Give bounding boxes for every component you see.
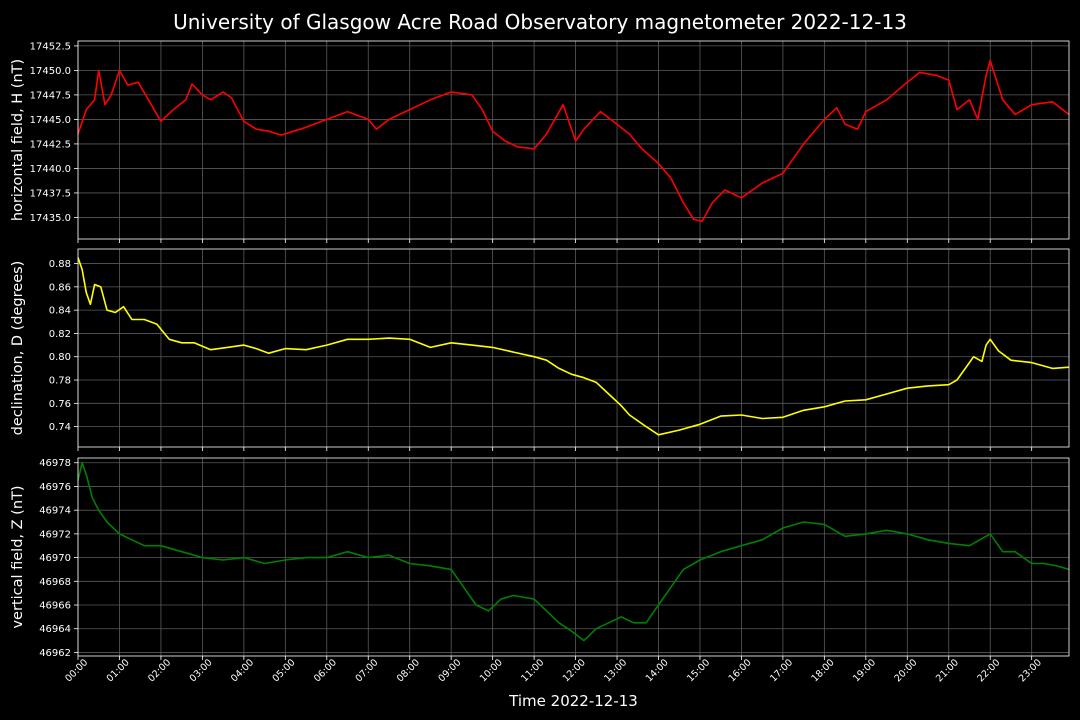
axes-frame <box>77 248 1070 448</box>
y-tick-label: 46962 <box>39 648 71 659</box>
d-panel: 0.74 0.76 0.78 0.80 0.82 0.84 0.86 0.88 declinat… <box>10 248 1070 451</box>
x-tick-label: 16:00 <box>727 657 754 684</box>
y-tick-label: 17437.5 <box>30 188 71 199</box>
y-tick-label: 0.74 <box>49 422 71 433</box>
x-tick-label: 06:00 <box>312 657 339 684</box>
x-tick-label: 11:00 <box>519 657 546 684</box>
y-tick-label: 17442.5 <box>30 139 71 150</box>
x-tick-label: 10:00 <box>478 657 505 684</box>
y-tick-label: 46974 <box>39 506 71 517</box>
x-tick-label: 17:00 <box>768 657 795 684</box>
x-tick-label: 23:00 <box>1017 657 1044 684</box>
x-tick-label: 15:00 <box>685 657 712 684</box>
axes-frame <box>77 40 1070 240</box>
y-axis-label: horizontal field, H (nT) <box>10 59 26 221</box>
x-tick-label: 03:00 <box>188 657 215 684</box>
x-tick-label: 22:00 <box>975 657 1002 684</box>
y-tick-label: 0.78 <box>49 376 71 387</box>
series-line <box>77 257 1070 436</box>
z-panel: 46962 46964 46966 46968 46970 46972 46974 46976… <box>10 457 1070 660</box>
x-axis-label: Time 2022-12-13 <box>508 692 638 710</box>
y-tick-label: 46972 <box>39 529 71 540</box>
y-tick-label: 17440.0 <box>30 164 71 175</box>
y-tick-label: 0.86 <box>49 282 71 293</box>
x-tick-label: 19:00 <box>851 657 878 684</box>
y-axis-label: vertical field, Z (nT) <box>10 485 26 628</box>
y-tick-label: 46978 <box>39 458 71 469</box>
y-axis-label: declination, D (degrees) <box>10 261 26 436</box>
axes-frame <box>77 457 1070 657</box>
y-tick-label: 46966 <box>39 601 71 612</box>
chart-title: University of Glasgow Acre Road Observat… <box>173 10 907 34</box>
x-tick-label: 04:00 <box>229 657 256 684</box>
x-tick-label: 14:00 <box>644 657 671 684</box>
x-tick-label: 08:00 <box>395 657 422 684</box>
y-tick-label: 0.80 <box>49 352 71 363</box>
series-line <box>77 59 1070 223</box>
x-tick-label: 00:00 <box>63 657 90 684</box>
y-tick-label: 46976 <box>39 482 71 493</box>
x-tick-label: 18:00 <box>810 657 837 684</box>
y-tick-label: 0.84 <box>49 306 71 317</box>
h-panel: 17435.0 17437.5 17440.0 17442.5 17445.0 17447… <box>10 40 1070 243</box>
y-tick-label: 17452.5 <box>30 41 71 52</box>
y-tick-label: 0.82 <box>49 329 71 340</box>
y-tick-label: 46964 <box>39 624 71 635</box>
x-tick-label: 09:00 <box>436 657 463 684</box>
x-tick-label: 13:00 <box>602 657 629 684</box>
y-tick-label: 17435.0 <box>30 213 71 224</box>
series-line <box>77 461 1070 642</box>
x-tick-label: 01:00 <box>105 657 132 684</box>
y-tick-label: 17450.0 <box>30 66 71 77</box>
y-tick-label: 46970 <box>39 553 71 564</box>
y-tick-label: 17447.5 <box>30 90 71 101</box>
x-tick-label: 07:00 <box>353 657 380 684</box>
x-tick-label: 21:00 <box>934 657 961 684</box>
y-tick-label: 0.76 <box>49 399 71 410</box>
x-tick-label: 12:00 <box>561 657 588 684</box>
x-tick-label: 02:00 <box>146 657 173 684</box>
y-tick-label: 46968 <box>39 577 71 588</box>
y-tick-label: 17445.0 <box>30 115 71 126</box>
y-tick-label: 0.88 <box>49 259 71 270</box>
x-tick-label: 05:00 <box>270 657 297 684</box>
x-tick-label: 20:00 <box>892 657 919 684</box>
